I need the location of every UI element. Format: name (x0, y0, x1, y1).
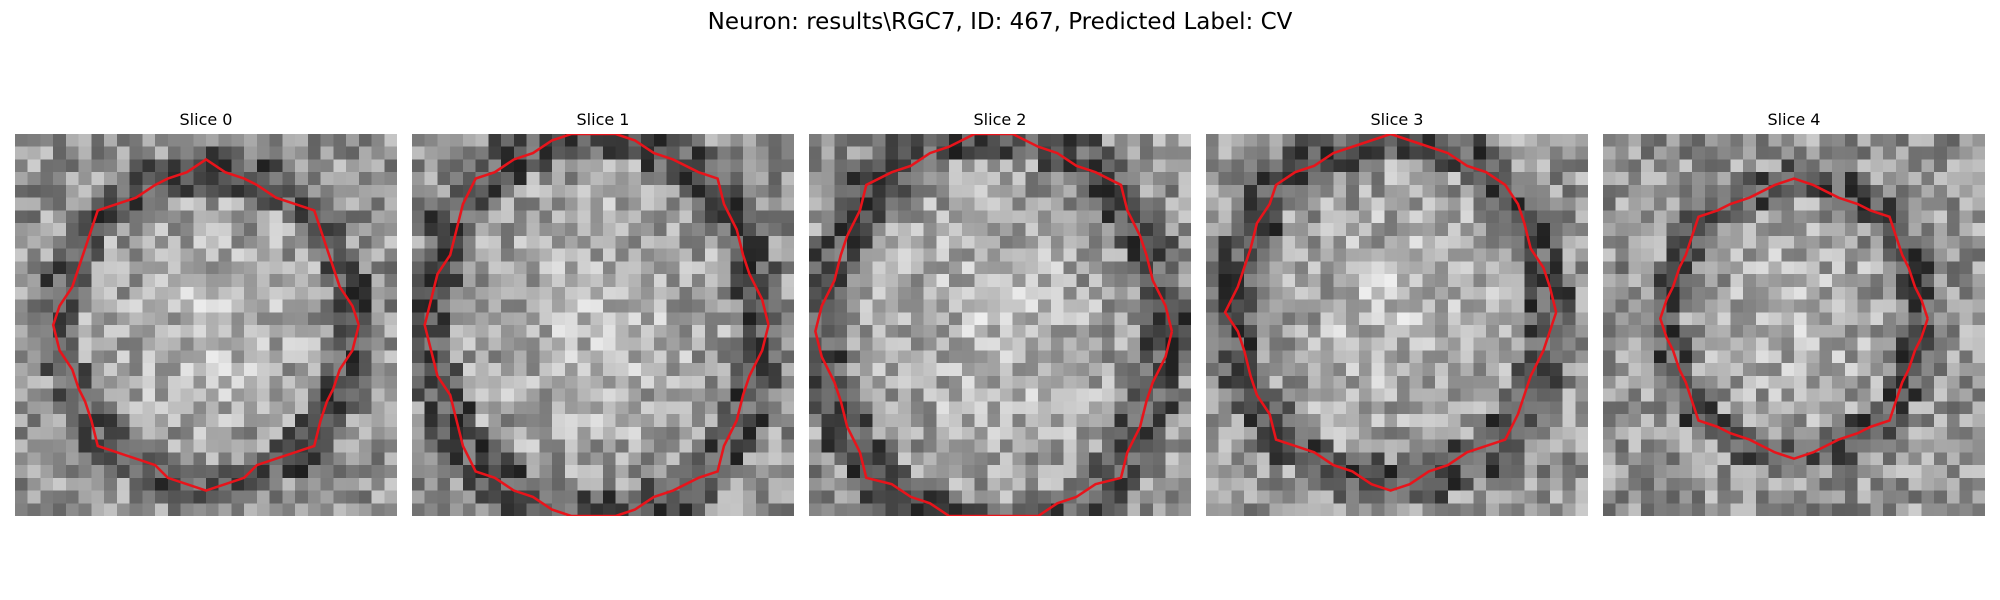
figure-title: Neuron: results\RGC7, ID: 467, Predicted… (707, 9, 1293, 35)
slice-image-1 (412, 134, 794, 516)
slice-title-1: Slice 1 (576, 110, 630, 129)
slice-panel-3: Slice 3 (1206, 108, 1588, 518)
slice-title-3: Slice 3 (1370, 110, 1424, 129)
cell-contour (51, 157, 361, 492)
slice-image-3 (1206, 134, 1588, 516)
cell-contour (1658, 177, 1929, 461)
slice-image-0 (15, 134, 397, 516)
slice-title-4: Slice 4 (1767, 110, 1821, 129)
slice-panel-4: Slice 4 (1603, 108, 1985, 518)
pixel-grid (1603, 134, 1985, 516)
slice-title-0: Slice 0 (179, 110, 233, 129)
slice-panel-0: Slice 0 (15, 108, 397, 518)
slice-image-2 (809, 134, 1191, 516)
pixel-grid (15, 134, 397, 516)
slice-image-4 (1603, 134, 1985, 516)
pixel-grid (1206, 134, 1588, 516)
slice-panel-2: Slice 2 (809, 108, 1191, 518)
cell-contour (1223, 134, 1558, 492)
slice-panel-1: Slice 1 (412, 108, 794, 518)
cell-contour (814, 134, 1174, 516)
pixel-grid (809, 134, 1191, 516)
cell-contour (423, 134, 770, 516)
slice-title-2: Slice 2 (973, 110, 1027, 129)
